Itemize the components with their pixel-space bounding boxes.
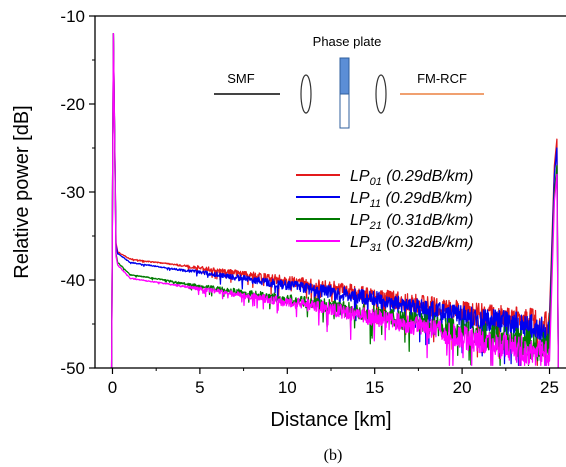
series-layer xyxy=(110,32,559,368)
phase-plate xyxy=(339,57,350,129)
phase-plate-label: Phase plate xyxy=(313,34,382,49)
y-tick-label: -20 xyxy=(60,95,85,114)
legend-label: LP01 (0.29dB/km) xyxy=(350,168,473,188)
x-tick-label: 10 xyxy=(278,378,297,397)
legend-label: LP21 (0.31dB/km) xyxy=(350,212,473,232)
fm-rcf-label: FM-RCF xyxy=(417,71,467,86)
y-tick-label: -10 xyxy=(60,7,85,26)
x-tick-label: 20 xyxy=(453,378,472,397)
x-tick-label: 5 xyxy=(195,378,204,397)
tick-layer: 0 5 10 15 20 25 -10 -20 -30 -40 -50 xyxy=(60,7,559,397)
series-line-lp31 xyxy=(110,32,559,368)
left-lens xyxy=(300,74,312,114)
series-line-lp01 xyxy=(110,32,559,368)
figure-caption: (b) xyxy=(324,447,343,464)
legend-label: LP31 (0.32dB/km) xyxy=(350,234,473,254)
x-axis-title: Distance [km] xyxy=(270,409,391,431)
y-axis-title: Relative power [dB] xyxy=(11,105,33,278)
x-tick-label: 25 xyxy=(540,378,559,397)
x-tick-label: 0 xyxy=(108,378,117,397)
legend: LP01 (0.29dB/km)LP11 (0.29dB/km)LP21 (0.… xyxy=(296,168,473,254)
y-tick-label: -40 xyxy=(60,271,85,290)
phase-plate-top xyxy=(339,57,350,95)
x-tick-label: 15 xyxy=(365,378,384,397)
series-line-lp11 xyxy=(110,32,559,368)
setup-inset: Phase plate SMF FM-RCF xyxy=(214,34,484,129)
y-tick-label: -50 xyxy=(60,359,85,378)
right-lens xyxy=(375,74,387,114)
legend-label: LP11 (0.29dB/km) xyxy=(350,190,473,210)
y-tick-label: -30 xyxy=(60,183,85,202)
smf-label: SMF xyxy=(227,71,255,86)
